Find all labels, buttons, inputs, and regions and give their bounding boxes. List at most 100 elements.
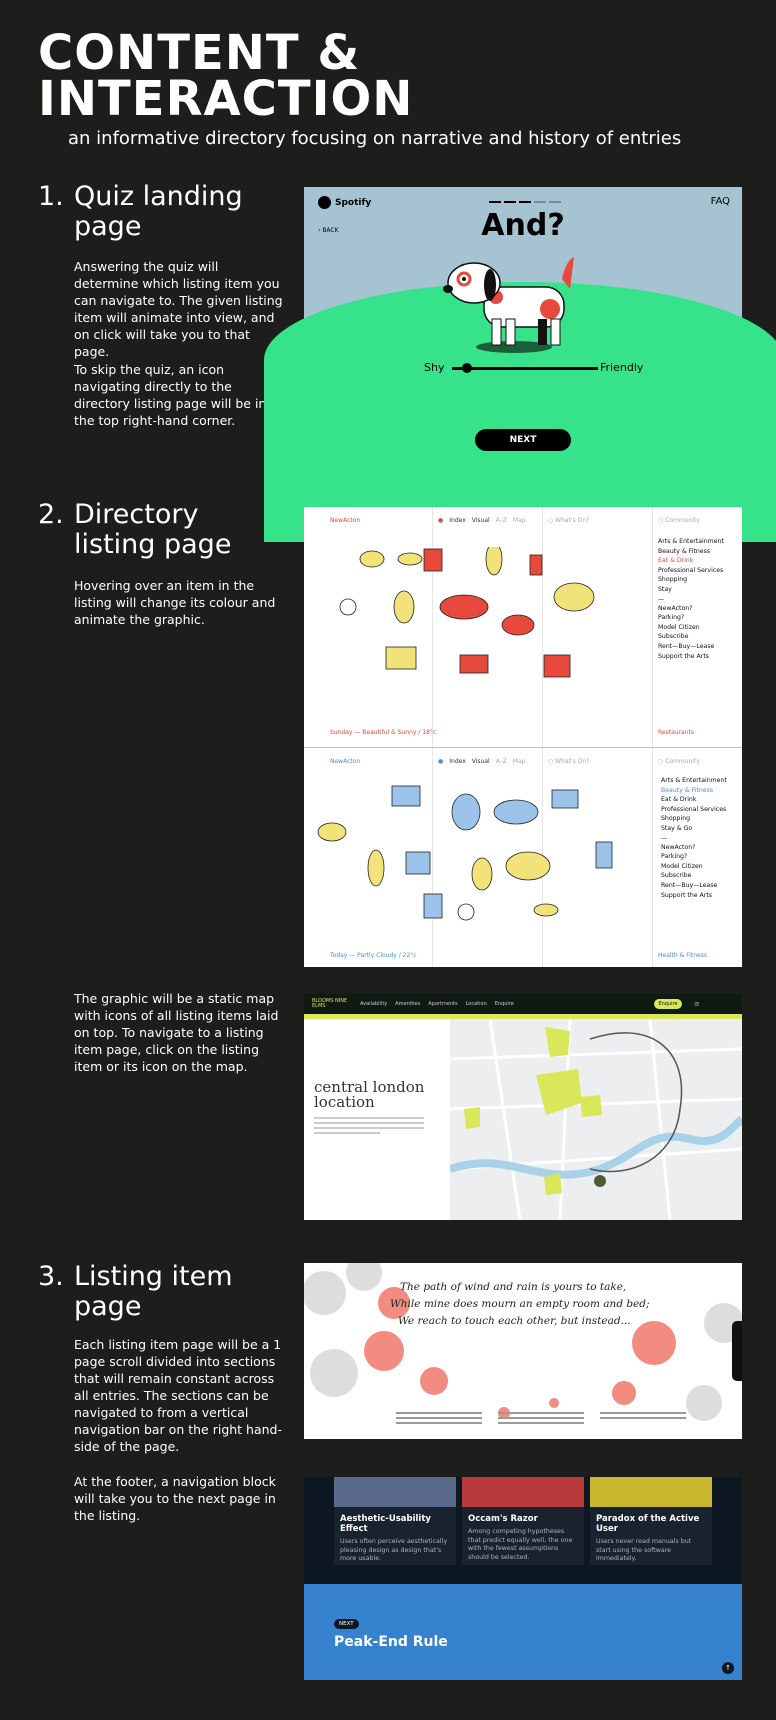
elephant-icon: [451, 793, 481, 831]
community-link[interactable]: ○ Community: [658, 758, 700, 765]
menu-link[interactable]: NewActon?: [658, 604, 693, 612]
divider: [304, 747, 742, 748]
tab-visual[interactable]: Visual: [471, 758, 490, 765]
title-line-1: CONTENT &: [38, 25, 361, 81]
menu-link[interactable]: Parking?: [661, 853, 688, 861]
bicycle-icon: [339, 598, 357, 616]
enquire-button[interactable]: Enquire: [654, 999, 682, 1009]
law-card[interactable]: Aesthetic-Usability Effect Users often p…: [334, 1477, 456, 1565]
park-area: [545, 1027, 570, 1057]
menu-link[interactable]: Rent—Buy—Lease: [658, 642, 715, 650]
coffee-icon: [317, 822, 347, 842]
tab-az[interactable]: A–Z: [495, 517, 507, 524]
menu-link[interactable]: Support the Arts: [661, 891, 712, 899]
law-card-title: Occam's Razor: [468, 1514, 538, 1524]
development-marker: [594, 1175, 606, 1187]
category-item[interactable]: Professional Services: [661, 805, 727, 813]
nav-enquire[interactable]: Enquire: [494, 1001, 514, 1007]
menu-icon[interactable]: ≡: [694, 1000, 700, 1008]
section-2-title-line-2: listing page: [74, 529, 232, 560]
nav-availability[interactable]: Availability: [360, 1001, 388, 1007]
category-item[interactable]: Eat & Drink: [661, 796, 697, 804]
listing-icons-map[interactable]: [334, 547, 624, 697]
whats-on-label: What's On?: [555, 517, 590, 524]
listing-item-screenshot: The path of wind and rain is yours to ta…: [304, 1263, 742, 1439]
menu-link[interactable]: NewActon?: [661, 843, 696, 851]
laptop-icon: [551, 789, 579, 809]
whats-on-link[interactable]: ○ What's On?: [548, 758, 590, 765]
menu-link[interactable]: Subscribe: [658, 633, 689, 641]
tab-index[interactable]: Index: [449, 517, 466, 524]
menu-link[interactable]: Parking?: [658, 614, 685, 622]
tag-icon: [595, 841, 613, 869]
nav-amenities[interactable]: Amenities: [395, 1001, 421, 1007]
category-item[interactable]: Shopping: [661, 815, 691, 823]
location-description: [314, 1114, 424, 1137]
category-item-active[interactable]: Eat & Drink: [658, 557, 694, 565]
directory-top: NewActon ● Index Visual A–Z Map ○ What's…: [304, 507, 742, 747]
category-item[interactable]: Beauty & Fitness: [658, 547, 711, 555]
law-card[interactable]: Paradox of the Active User Users never r…: [590, 1477, 712, 1565]
view-tabs: ● Index Visual A–Z Map: [438, 517, 526, 524]
menu-link[interactable]: Model Citizen: [658, 623, 700, 631]
section-3-title: Listing item page: [74, 1262, 233, 1322]
brand-label[interactable]: NewActon: [330, 517, 361, 524]
location-heading-line-2: location: [314, 1093, 375, 1111]
community-link[interactable]: ○ Community: [658, 517, 700, 524]
whats-on-link[interactable]: ○ What's On?: [548, 517, 590, 524]
brand-label[interactable]: NewActon: [330, 758, 361, 765]
back-link[interactable]: ‹ BACK: [318, 227, 339, 234]
menu-link[interactable]: Support the Arts: [658, 652, 709, 660]
tab-map[interactable]: Map: [512, 758, 526, 765]
category-item[interactable]: Shopping: [658, 576, 688, 584]
nav-location[interactable]: Location: [465, 1001, 487, 1007]
scroll-top-icon[interactable]: ↑: [722, 1662, 734, 1674]
menu-link[interactable]: Subscribe: [661, 872, 692, 880]
slider-track[interactable]: [452, 367, 598, 370]
tab-map[interactable]: Map: [512, 517, 526, 524]
vertical-section-nav[interactable]: [732, 1321, 742, 1381]
section-3-title-line-1: Listing item: [74, 1261, 233, 1292]
plate-icon: [493, 799, 539, 825]
section-2-number: 2.: [38, 499, 64, 530]
house-icon: [391, 785, 421, 807]
directory-screenshot: NewActon ● Index Visual A–Z Map ○ What's…: [304, 507, 742, 967]
next-button[interactable]: NEXT: [475, 429, 571, 451]
slider-right-label: Friendly: [600, 361, 644, 374]
law-card-text: Users often perceive aesthetically pleas…: [340, 1538, 448, 1562]
category-item[interactable]: Arts & Entertainment: [658, 538, 724, 545]
site-logo[interactable]: BLOOMS NINE ELMS: [312, 998, 348, 1009]
section-2-title-line-1: Directory: [74, 499, 199, 530]
law-card-thumbnail: [590, 1477, 712, 1507]
tab-visual[interactable]: Visual: [471, 517, 490, 524]
law-card[interactable]: Occam's Razor Among competing hypotheses…: [462, 1477, 584, 1565]
coffee-icon: [359, 550, 385, 568]
bicycle-icon: [457, 903, 475, 921]
section-1-para-2: To skip the quiz, an icon navigating dir…: [74, 362, 267, 428]
category-item[interactable]: Professional Services: [658, 566, 724, 574]
nav-apartments[interactable]: Apartments: [428, 1001, 458, 1007]
location-map-screenshot: BLOOMS NINE ELMS Availability Amenities …: [304, 994, 742, 1220]
law-card-thumbnail: [462, 1477, 584, 1507]
title-line-2: INTERACTION: [38, 71, 414, 127]
next-page-block[interactable]: NEXT Peak-End Rule ↑: [304, 1584, 742, 1680]
law-card-title: Paradox of the Active User: [596, 1514, 700, 1534]
category-item[interactable]: Stay & Go: [661, 824, 693, 832]
category-item[interactable]: Stay: [658, 585, 672, 593]
menu-link[interactable]: Rent—Buy—Lease: [661, 881, 718, 889]
category-item[interactable]: Arts & Entertainment: [661, 777, 727, 784]
poem-line: The path of wind and rain is yours to ta…: [400, 1281, 627, 1293]
faq-link[interactable]: FAQ: [710, 196, 730, 207]
whats-on-label: What's On?: [555, 758, 590, 765]
listing-icons-map[interactable]: [316, 782, 626, 932]
tab-az[interactable]: A–Z: [495, 758, 507, 765]
section-1-title: Quiz landing page: [74, 182, 243, 242]
tab-index[interactable]: Index: [449, 758, 466, 765]
menu-link[interactable]: Model Citizen: [661, 862, 703, 870]
spotify-logo[interactable]: Spotify: [318, 196, 371, 209]
london-map[interactable]: [450, 1019, 742, 1220]
slider-thumb[interactable]: [461, 363, 472, 373]
spotify-icon: [318, 196, 331, 209]
category-item-active[interactable]: Beauty & Fitness: [661, 786, 714, 794]
park-area: [464, 1107, 480, 1129]
